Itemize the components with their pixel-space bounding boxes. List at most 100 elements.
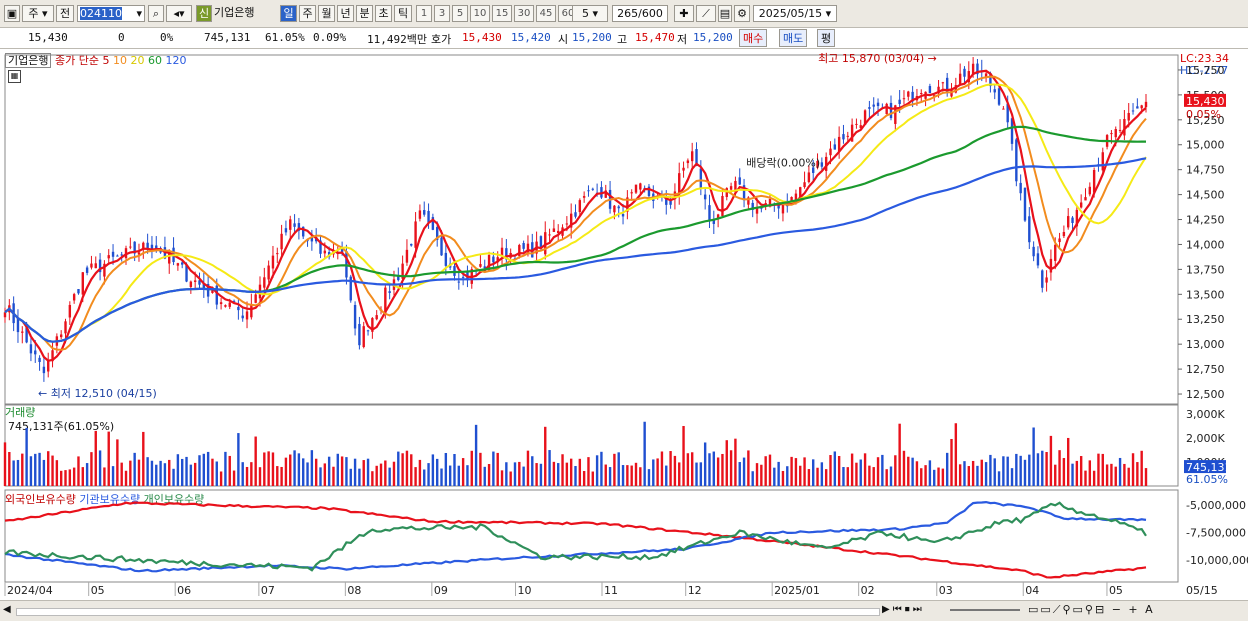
tf-min-button[interactable]: 분 [356,5,373,22]
candle [206,283,210,297]
playback-controls[interactable]: ▶⏮⏹⏭ [882,604,925,615]
candle [90,263,93,268]
info-value: 11,492백만 [367,33,427,46]
candle [107,255,110,259]
grid-icon[interactable]: ▦ [8,70,21,83]
eval-button[interactable]: 평 [817,29,836,47]
num-button-10[interactable]: 10 [470,5,490,22]
tool-icons[interactable]: ▭▭⟋⚲▭⚲⊟ − + A [1028,603,1155,616]
x-tick-label: 06 [177,584,191,597]
volume-bar [794,458,798,486]
foreign-holding-line [4,501,1147,579]
volume-bar [889,466,893,486]
ma20-line [4,83,1147,343]
candle [405,249,409,263]
candle [703,194,707,200]
info-bid: 15,420 [511,31,551,44]
candle [479,264,482,267]
volume-bar [945,452,949,486]
candle [1075,209,1079,227]
x-tick-label: 2024/04 [7,584,53,597]
scrollbar[interactable] [16,608,880,616]
y-tick-label: 14,750 [1186,164,1225,177]
volume-bar [526,450,530,486]
date-field[interactable]: 2025/05/15 ▾ [753,5,837,22]
volume-bar [189,464,193,486]
candle [1062,231,1066,237]
candle [319,240,322,254]
window-icon[interactable]: ▣ [4,5,20,22]
stock-chart[interactable]: 12,500 12,750 13,000 13,250 13,500 13,750 14,0… [0,49,1248,600]
volume-bar [232,470,236,486]
tf-month-button[interactable]: 월 [318,5,335,22]
volume-bar [755,463,759,486]
candle [198,280,201,285]
volume-bar [327,456,331,486]
count-field[interactable]: 265/600 [612,5,668,22]
tf-week-button[interactable]: 주 [299,5,316,22]
candle [708,205,711,221]
volume-bar [271,452,275,486]
x-tick-label: 03 [939,584,953,597]
tf-tick-button[interactable]: 틱 [394,5,412,22]
candle [712,220,716,224]
volume-bar [59,470,63,486]
volume-bar [626,465,629,486]
volume-bar [72,467,76,486]
speaker-icon[interactable]: ◂▾ [166,5,192,22]
volume-bar [747,450,750,486]
candle [81,272,84,295]
interval-select[interactable]: 5 ▾ [572,5,608,22]
candle [1002,108,1005,110]
candle [427,210,430,223]
code-input[interactable]: 024110 ▾ [77,5,145,22]
candle [647,186,651,197]
num-button-3[interactable]: 3 [434,5,450,22]
x-tick-label: 10 [518,584,532,597]
num-button-45[interactable]: 45 [536,5,556,22]
volume-bar [1114,466,1117,486]
candle [284,228,288,233]
candle [150,244,154,251]
candle [738,177,741,185]
candle [544,232,547,255]
num-button-1[interactable]: 1 [416,5,432,22]
volume-bar [967,466,970,486]
sell-button[interactable]: 매도 [779,29,808,47]
candle [505,248,508,260]
period-type-select[interactable]: 주 ▾ [22,5,54,22]
scroll-left-icon[interactable]: ◀ [3,604,11,615]
buy-button[interactable]: 매수 [739,29,768,47]
volume-bar [371,471,374,486]
save-icon[interactable]: ▤ [718,5,732,22]
crosshair-icon[interactable]: ✚ [674,5,694,22]
candle [85,267,89,273]
prev-button[interactable]: 전 [56,5,74,22]
draw-tool-icon[interactable]: ⟋ [696,5,716,22]
tf-day-button[interactable]: 일 [280,5,297,22]
candle [993,89,996,93]
candle [353,304,357,329]
search-icon[interactable]: ⌕ [148,5,164,22]
x-tick-label: 05 [1109,584,1123,597]
candle [146,242,149,250]
zoom-slider[interactable] [950,609,1020,611]
volume-bar [1019,455,1022,486]
candle [215,285,218,305]
num-button-5[interactable]: 5 [452,5,468,22]
volume-bar [1054,464,1057,486]
stock-name: 기업은행 [214,5,276,22]
candle [976,63,979,75]
volume-bar [993,458,996,486]
candle [1054,244,1057,261]
volume-bar [915,461,919,486]
tf-sec-button[interactable]: 초 [375,5,392,22]
volume-bar [310,450,314,486]
tf-year-button[interactable]: 년 [337,5,354,22]
num-button-15[interactable]: 15 [492,5,512,22]
num-button-30[interactable]: 30 [514,5,534,22]
volume-bar [401,453,404,486]
volume-bar [68,469,72,486]
volume-bar [457,465,461,486]
gear-icon[interactable]: ⚙ [734,5,750,22]
